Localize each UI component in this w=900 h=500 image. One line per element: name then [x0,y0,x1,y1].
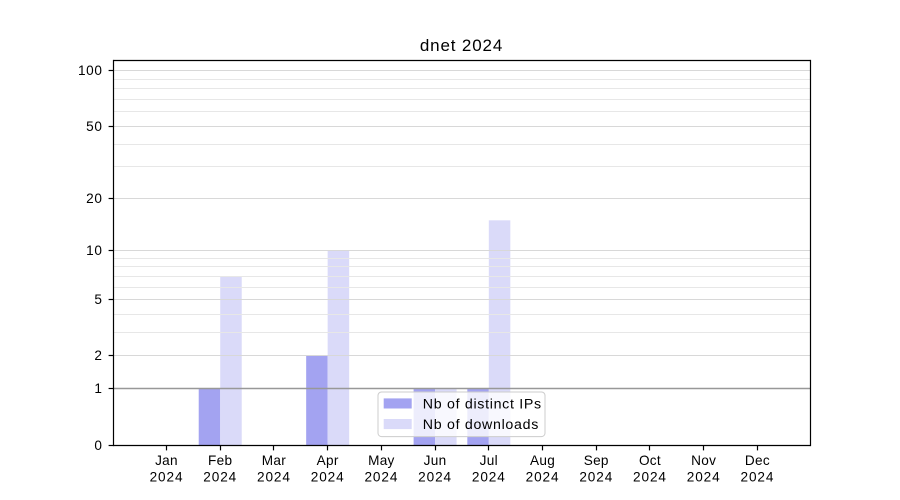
svg-text:Feb: Feb [208,453,232,468]
svg-text:20: 20 [86,191,102,206]
svg-text:50: 50 [86,119,102,134]
svg-text:2024: 2024 [257,470,291,485]
svg-text:100: 100 [78,63,102,78]
svg-text:Jan: Jan [155,453,178,468]
svg-text:Aug: Aug [530,453,555,468]
svg-text:2024: 2024 [311,470,345,485]
svg-text:2024: 2024 [203,470,237,485]
svg-text:dnet 2024: dnet 2024 [420,36,503,55]
svg-text:Nb of downloads: Nb of downloads [423,417,539,433]
svg-text:Mar: Mar [262,453,286,468]
svg-text:2024: 2024 [150,470,184,485]
svg-text:10: 10 [86,243,102,258]
svg-text:Dec: Dec [745,453,770,468]
svg-text:Sep: Sep [584,453,609,468]
svg-text:2024: 2024 [740,470,774,485]
svg-text:2024: 2024 [526,470,560,485]
svg-text:Jun: Jun [424,453,447,468]
svg-text:Nb of distinct IPs: Nb of distinct IPs [423,396,542,412]
svg-text:May: May [368,453,395,468]
svg-text:Apr: Apr [317,453,339,468]
svg-text:Oct: Oct [639,453,661,468]
svg-text:5: 5 [94,292,102,307]
svg-text:0: 0 [94,438,102,453]
svg-text:2024: 2024 [579,470,613,485]
svg-text:Nov: Nov [691,453,716,468]
svg-text:Jul: Jul [480,453,498,468]
svg-text:1: 1 [94,381,102,396]
svg-text:2024: 2024 [472,470,506,485]
svg-text:2024: 2024 [687,470,721,485]
svg-text:2: 2 [94,348,102,363]
svg-text:2024: 2024 [418,470,452,485]
svg-text:2024: 2024 [364,470,398,485]
svg-text:2024: 2024 [633,470,667,485]
